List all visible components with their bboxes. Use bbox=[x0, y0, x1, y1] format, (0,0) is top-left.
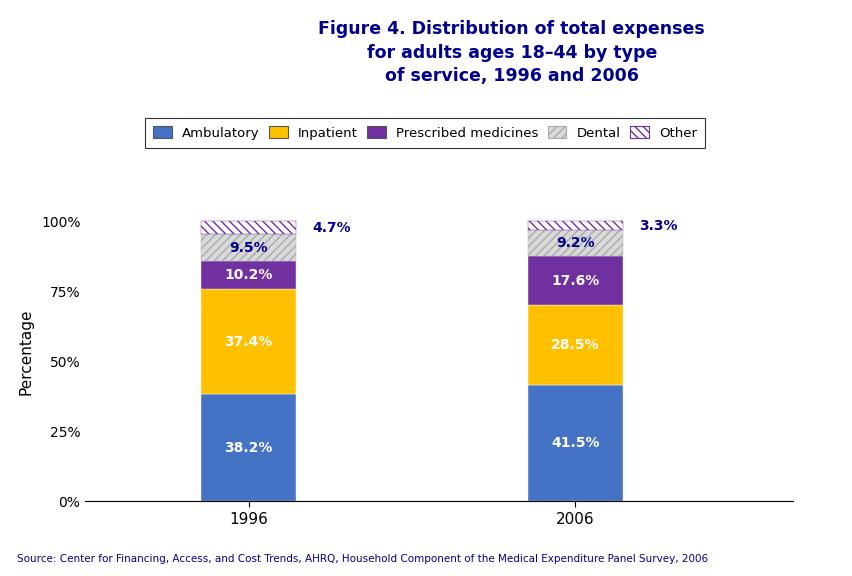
Bar bbox=[201, 221, 296, 234]
Text: 3.3%: 3.3% bbox=[639, 218, 677, 233]
Text: 17.6%: 17.6% bbox=[550, 274, 599, 287]
Bar bbox=[527, 230, 622, 256]
Y-axis label: Percentage: Percentage bbox=[19, 308, 34, 395]
Bar bbox=[527, 256, 622, 305]
Bar bbox=[527, 221, 622, 230]
Text: Figure 4. Distribution of total expenses
for adults ages 18–44 by type
of servic: Figure 4. Distribution of total expenses… bbox=[318, 20, 705, 85]
Text: 4.7%: 4.7% bbox=[313, 221, 351, 235]
Text: 9.5%: 9.5% bbox=[229, 241, 268, 255]
Text: 38.2%: 38.2% bbox=[224, 441, 273, 454]
Text: 37.4%: 37.4% bbox=[224, 335, 273, 349]
Bar bbox=[201, 394, 296, 501]
Text: 9.2%: 9.2% bbox=[556, 236, 594, 250]
Text: 41.5%: 41.5% bbox=[550, 436, 599, 450]
Text: Source: Center for Financing, Access, and Cost Trends, AHRQ, Household Component: Source: Center for Financing, Access, an… bbox=[17, 555, 707, 564]
Bar bbox=[527, 305, 622, 385]
Text: 28.5%: 28.5% bbox=[550, 338, 599, 352]
Legend: Ambulatory, Inpatient, Prescribed medicines, Dental, Other: Ambulatory, Inpatient, Prescribed medici… bbox=[145, 118, 705, 147]
Bar bbox=[201, 261, 296, 290]
Bar bbox=[527, 385, 622, 501]
Bar bbox=[201, 290, 296, 394]
Bar bbox=[201, 234, 296, 261]
Text: 10.2%: 10.2% bbox=[224, 268, 273, 282]
